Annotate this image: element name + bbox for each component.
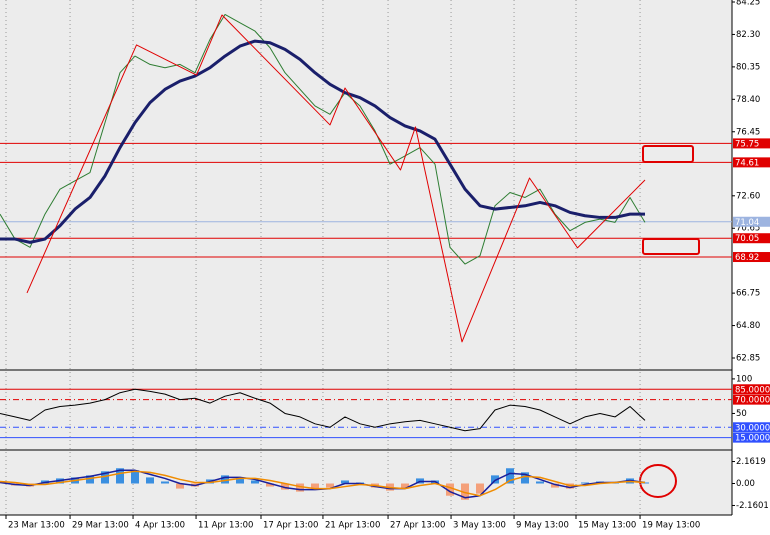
histogram-bar [536, 481, 544, 484]
level-label-box [733, 394, 770, 405]
x-tick-label: 23 Mar 13:00 [8, 521, 65, 531]
histogram-bar [161, 481, 169, 484]
histogram-bar [281, 483, 289, 490]
histogram-bar [221, 475, 229, 484]
level-label: 74.61 [735, 158, 759, 168]
histogram-bar [326, 483, 334, 488]
level-label: 85.0000 [735, 385, 770, 395]
y-tick-label: 50 [736, 409, 747, 419]
histogram-bar [491, 475, 499, 484]
x-tick-label: 3 May 13:00 [453, 521, 506, 531]
level-label-box [733, 138, 770, 149]
histogram-bar [641, 482, 649, 484]
y-tick-label: 2.1619 [736, 457, 766, 467]
histogram-bar [86, 475, 94, 484]
level-label-box [733, 233, 770, 244]
histogram-bar [101, 471, 109, 484]
level-label-box [733, 384, 770, 395]
y-tick-label: 66.75 [736, 289, 760, 299]
histogram-bar [176, 483, 184, 489]
histogram-bar [551, 483, 559, 488]
level-label: 70.0000 [735, 396, 770, 406]
x-tick-label: 27 Apr 13:00 [390, 521, 445, 531]
histogram-bar [581, 482, 589, 484]
series-line [26, 14, 646, 343]
series-line [0, 470, 646, 497]
axis-background [732, 0, 770, 535]
histogram-bar [251, 480, 259, 484]
y-tick-label: 76.45 [736, 127, 760, 137]
y-tick-label: 70.65 [736, 224, 760, 234]
y-tick-label: 80.35 [736, 62, 760, 72]
x-tick-label: 11 Apr 13:00 [198, 521, 253, 531]
level-label: 68.92 [735, 253, 759, 263]
x-tick-label: 29 Mar 13:00 [72, 521, 129, 531]
x-tick-label: 21 Apr 13:00 [325, 521, 380, 531]
y-tick-label: 78.40 [736, 95, 760, 105]
level-label-box [733, 157, 770, 168]
y-tick-label: 62.85 [736, 354, 760, 364]
x-tick-label: 15 May 13:00 [578, 521, 636, 531]
x-tick-label: 9 May 13:00 [516, 521, 569, 531]
series-line [0, 13, 646, 265]
histogram-bar [131, 470, 139, 484]
level-label: 15.0000 [735, 434, 770, 444]
level-label: 70.05 [735, 234, 759, 244]
x-tick-label: 19 May 13:00 [642, 521, 700, 531]
level-label-box [733, 252, 770, 263]
y-tick-label: 64.80 [736, 321, 760, 331]
x-tick-label: 17 Apr 13:00 [263, 521, 318, 531]
histogram-bar [146, 477, 154, 484]
series-line [0, 388, 646, 432]
y-tick-label: 82.30 [736, 30, 760, 40]
level-label-box [733, 432, 770, 443]
histogram-bar [236, 477, 244, 484]
histogram-bar [311, 483, 319, 490]
x-tick-label: 4 Apr 13:00 [135, 521, 185, 531]
histogram-bar [401, 483, 409, 489]
histogram-bar [341, 480, 349, 484]
annotation-box [642, 238, 700, 255]
level-label: 71.04 [735, 218, 759, 228]
histogram-bar [476, 483, 484, 494]
level-label: 30.0000 [735, 423, 770, 433]
histogram-bar [461, 483, 469, 500]
y-tick-label: 100 [736, 374, 752, 384]
series-line [0, 39, 645, 244]
level-label-box [733, 216, 770, 227]
y-tick-label: 84.25 [736, 0, 760, 8]
level-label-box [733, 422, 770, 433]
histogram-bar [446, 483, 454, 496]
y-tick-label: -2.1601 [736, 501, 769, 511]
y-tick-label: 72.60 [736, 191, 760, 201]
level-label: 75.75 [735, 139, 759, 149]
histogram-bar [506, 468, 514, 484]
histogram-bar [116, 468, 124, 484]
histogram-bar [296, 483, 304, 492]
y-tick-label: 0.00 [736, 479, 755, 489]
histogram-bar [521, 472, 529, 484]
histogram-bar [266, 483, 274, 487]
